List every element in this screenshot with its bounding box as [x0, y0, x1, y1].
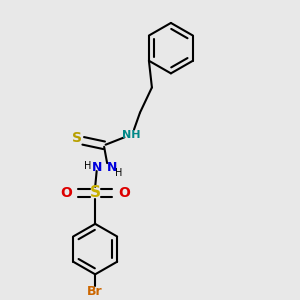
Text: O: O	[118, 186, 130, 200]
Text: S: S	[90, 185, 101, 200]
Text: H: H	[84, 161, 92, 171]
Text: N: N	[92, 161, 102, 174]
Text: NH: NH	[122, 130, 140, 140]
Text: Br: Br	[87, 285, 103, 298]
Text: S: S	[72, 131, 82, 145]
Text: O: O	[60, 186, 72, 200]
Text: N: N	[106, 161, 117, 174]
Text: H: H	[116, 168, 123, 178]
